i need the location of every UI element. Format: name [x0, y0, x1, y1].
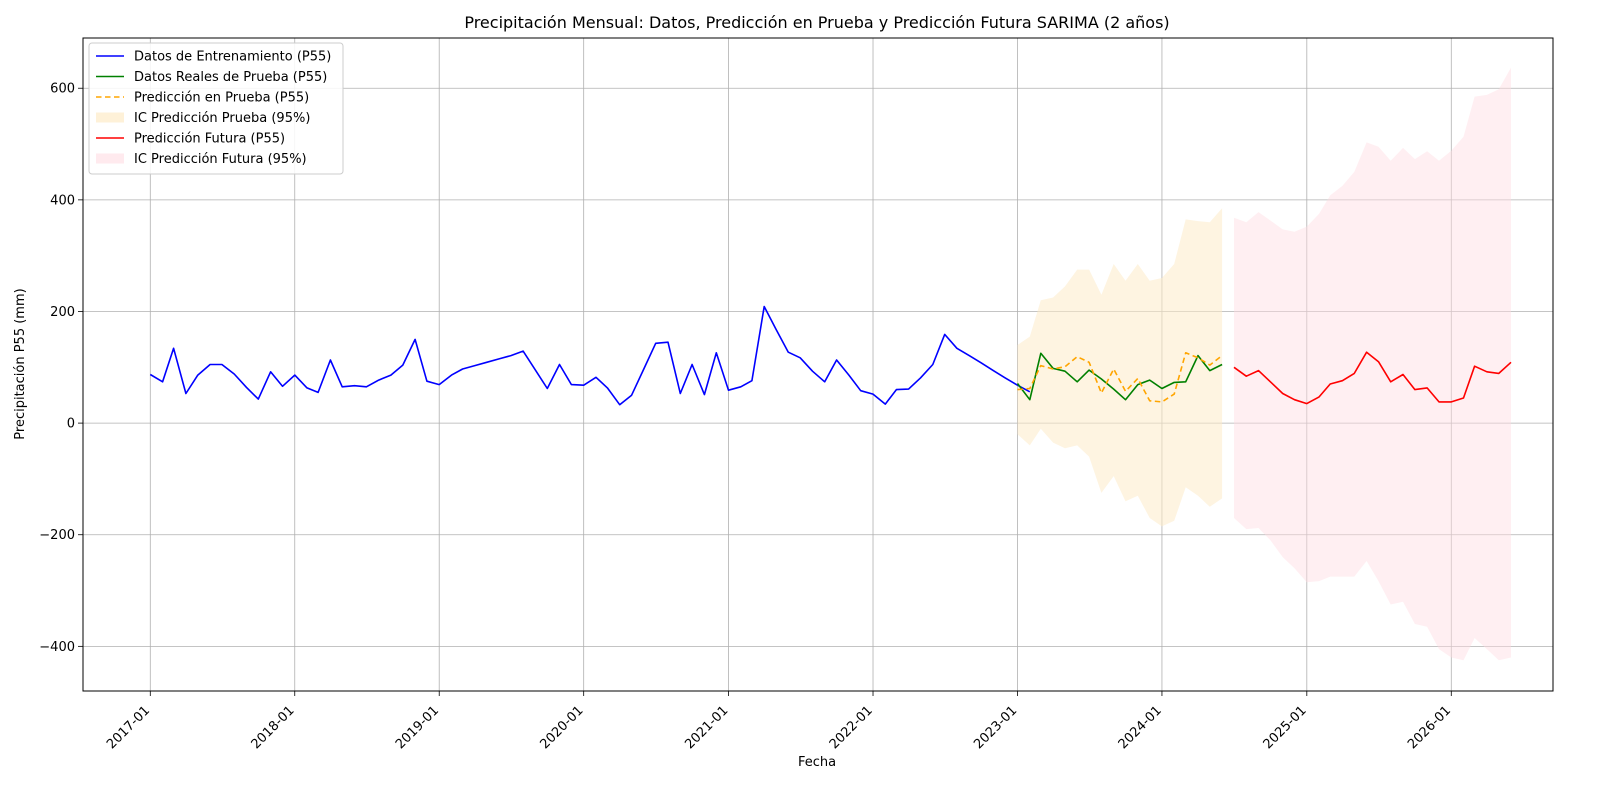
- series-line-0: [149, 305, 1031, 406]
- confidence-band-5: [1234, 67, 1511, 661]
- legend: Datos de Entrenamiento (P55) Datos Reales…: [88, 42, 344, 175]
- chart-title: Precipitación Mensual: Datos, Predicción…: [464, 13, 1169, 32]
- x-axis-title: Fecha: [798, 755, 836, 770]
- confidence-band-3: [1017, 208, 1223, 527]
- y-tick-label: 600: [50, 82, 75, 97]
- legend-box: [88, 42, 344, 175]
- legend-label: Predicción Futura (P55): [134, 132, 285, 147]
- y-tick-label: −400: [39, 640, 75, 655]
- series-line-2: [1017, 351, 1223, 403]
- legend-label: Datos Reales de Prueba (P55): [134, 70, 327, 85]
- legend-label: Predicción en Prueba (P55): [134, 91, 309, 106]
- plot-frame: [82, 37, 1554, 692]
- y-tick-label: 200: [50, 305, 75, 320]
- y-axis: −400 −200 0 200 400 600: [39, 82, 83, 655]
- legend-label: Datos de Entrenamiento (P55): [134, 50, 331, 65]
- y-tick-label: 0: [67, 417, 75, 432]
- y-tick-label: −200: [39, 528, 75, 543]
- y-axis-title: Precipitación P55 (mm): [13, 288, 28, 439]
- legend-label: IC Predicción Futura (95%): [134, 152, 307, 167]
- series-line-4: [1233, 351, 1512, 405]
- legend-swatch: [96, 153, 124, 164]
- plot-area: [149, 67, 1512, 661]
- legend-label: IC Predicción Prueba (95%): [134, 111, 310, 126]
- legend-swatch: [96, 112, 124, 123]
- series-line-1: [1016, 352, 1223, 401]
- y-tick-label: 400: [50, 193, 75, 208]
